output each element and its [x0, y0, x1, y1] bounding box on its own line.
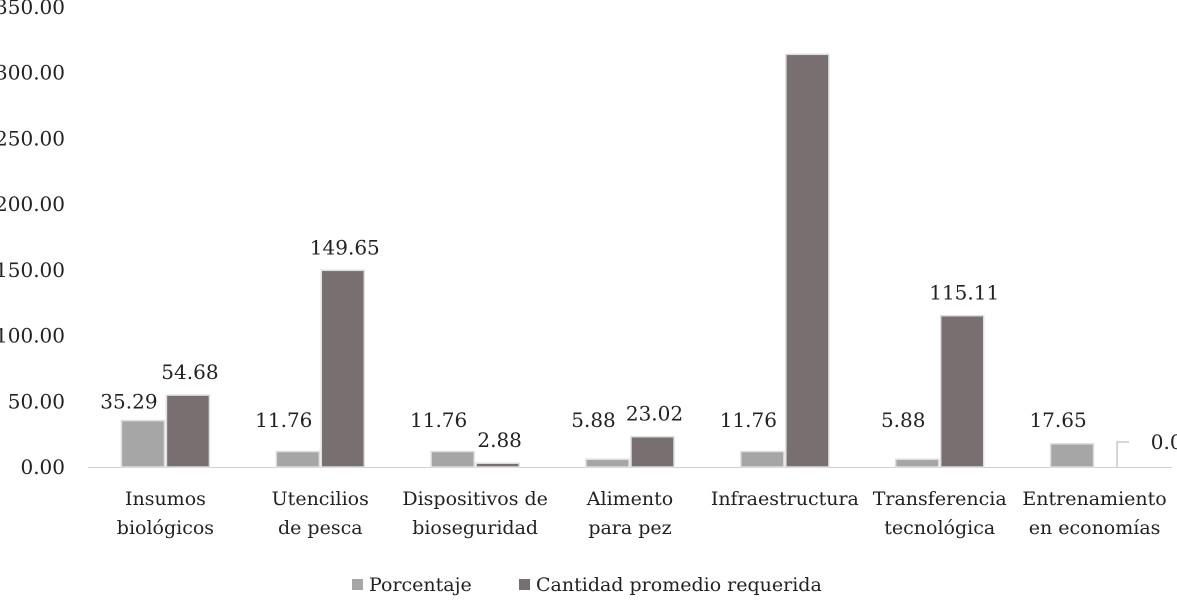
bar-porcentaje: [430, 450, 475, 468]
legend-porcentaje-label: Porcentaje: [369, 574, 472, 596]
data-label-porcentaje: 5.88: [571, 408, 616, 432]
y-tick-label: 150.00: [0, 258, 65, 282]
data-label-cantidad: 2.88: [477, 428, 522, 452]
bar-cantidad-promedio: [630, 435, 675, 468]
x-category-label: Alimento: [586, 488, 673, 510]
data-label-cantidad: 115.11: [929, 281, 999, 305]
bar-cantidad-promedio: [475, 462, 520, 468]
bar-porcentaje: [1049, 443, 1095, 468]
data-label-cantidad: 149.65: [310, 235, 380, 259]
y-tick-label: 250.00: [0, 126, 65, 150]
bar-porcentaje: [275, 450, 321, 468]
y-tick-label: 300.00: [0, 61, 65, 85]
legend-porcentaje-swatch: [352, 579, 363, 590]
x-category-label: Dispositivos de: [402, 488, 548, 510]
data-label-cantidad: 54.68: [161, 360, 218, 384]
bar-cantidad-promedio: [785, 53, 830, 468]
y-tick-label: 200.00: [0, 192, 65, 216]
data-label-leader-line: [1116, 441, 1130, 467]
y-tick-label: 100.00: [0, 324, 65, 348]
bar-porcentaje: [740, 450, 785, 468]
data-label-cantidad: 23.02: [626, 402, 683, 426]
bar-cantidad-promedio: [165, 394, 211, 468]
x-category-label: en economías: [1029, 517, 1161, 539]
data-label-cantidad: 0.00: [1151, 430, 1177, 454]
data-label-porcentaje: 11.76: [255, 408, 312, 432]
x-category-label: de pesca: [278, 517, 363, 539]
data-label-porcentaje: 5.88: [881, 408, 926, 432]
x-category-label: Transferencia: [873, 488, 1007, 510]
x-category-label: Utencilios: [272, 488, 369, 510]
bar-cantidad-promedio: [939, 314, 985, 468]
data-label-porcentaje: 11.76: [410, 408, 467, 432]
y-tick-label: 350.00: [0, 0, 65, 19]
x-category-label: para pez: [588, 517, 671, 539]
x-category-label: Entrenamiento: [1022, 488, 1166, 510]
x-category-label: Insumos: [125, 488, 206, 510]
bar-porcentaje: [120, 419, 166, 468]
data-label-porcentaje: 35.29: [100, 390, 157, 414]
legend-cantidad-promedio-swatch: [519, 579, 530, 590]
y-tick-label: 0.00: [20, 455, 65, 479]
x-category-label: biológicos: [117, 517, 214, 539]
x-category-label: bioseguridad: [412, 517, 538, 539]
data-label-porcentaje: 17.65: [1029, 408, 1086, 432]
bar-porcentaje: [585, 458, 630, 468]
legend-cantidad-promedio-label: Cantidad promedio requerida: [536, 574, 822, 596]
x-category-label: tecnológica: [884, 517, 995, 539]
y-tick-label: 50.00: [8, 389, 65, 413]
bar-cantidad-promedio: [320, 269, 366, 468]
data-label-porcentaje: 11.76: [720, 408, 777, 432]
x-category-label: Infraestructura: [711, 488, 859, 510]
bar-porcentaje: [894, 458, 940, 468]
